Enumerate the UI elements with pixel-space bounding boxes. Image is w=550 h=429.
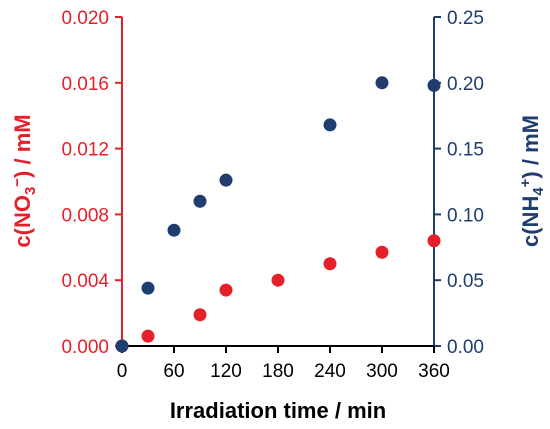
x-tick-label: 240 xyxy=(314,361,346,382)
axis-titles: Irradiation time / min c(NO3−) / mM c(NH4+… xyxy=(9,114,547,423)
y-axis-right-title: c(NH4+) / mM xyxy=(517,115,547,247)
ammonium-point xyxy=(167,223,181,237)
ammonium-point xyxy=(219,173,233,187)
y-left-tick-label: 0.016 xyxy=(61,74,109,95)
y-right-tick-label: 0.10 xyxy=(447,205,484,226)
x-tick-label: 360 xyxy=(418,361,450,382)
axes xyxy=(121,17,435,347)
y-left-tick-label: 0.004 xyxy=(61,271,109,292)
y-left-tick-label: 0.012 xyxy=(61,140,109,161)
y-axis-left-title: c(NO3−) / mM xyxy=(9,114,39,247)
ammonium-point xyxy=(427,78,441,92)
nitrate-point xyxy=(271,273,285,287)
data-points xyxy=(115,76,441,353)
ammonium-point xyxy=(375,76,389,90)
ticks: 0.000 0.004 0.008 0.012 0.016 0.020 0.00 0.05 0.… xyxy=(61,8,484,382)
nitrate-point xyxy=(323,257,337,271)
x-tick-label: 0 xyxy=(117,361,128,382)
y-left-tick-label: 0.020 xyxy=(61,8,109,29)
nitrate-point xyxy=(427,234,441,248)
x-tick-label: 300 xyxy=(366,361,398,382)
y-left-tick-label: 0.000 xyxy=(61,337,109,358)
nitrate-point xyxy=(219,283,233,297)
nitrate-point xyxy=(193,308,207,322)
x-tick-label: 180 xyxy=(262,361,294,382)
ammonium-point xyxy=(141,281,155,295)
ammonium-point xyxy=(323,118,337,132)
x-axis-title: Irradiation time / min xyxy=(170,398,386,423)
y-right-tick-label: 0.05 xyxy=(447,271,484,292)
nitrate-point xyxy=(141,329,155,343)
y-right-tick-label: 0.25 xyxy=(447,8,484,29)
nitrate-point xyxy=(375,245,389,259)
ammonium-point xyxy=(115,339,129,353)
y-left-tick-label: 0.008 xyxy=(61,205,109,226)
y-right-tick-label: 0.15 xyxy=(447,140,484,161)
y-right-tick-label: 0.20 xyxy=(447,74,484,95)
x-tick-label: 120 xyxy=(210,361,242,382)
ammonium-point xyxy=(193,194,207,208)
x-tick-label: 60 xyxy=(163,361,184,382)
y-right-tick-label: 0.00 xyxy=(447,337,484,358)
